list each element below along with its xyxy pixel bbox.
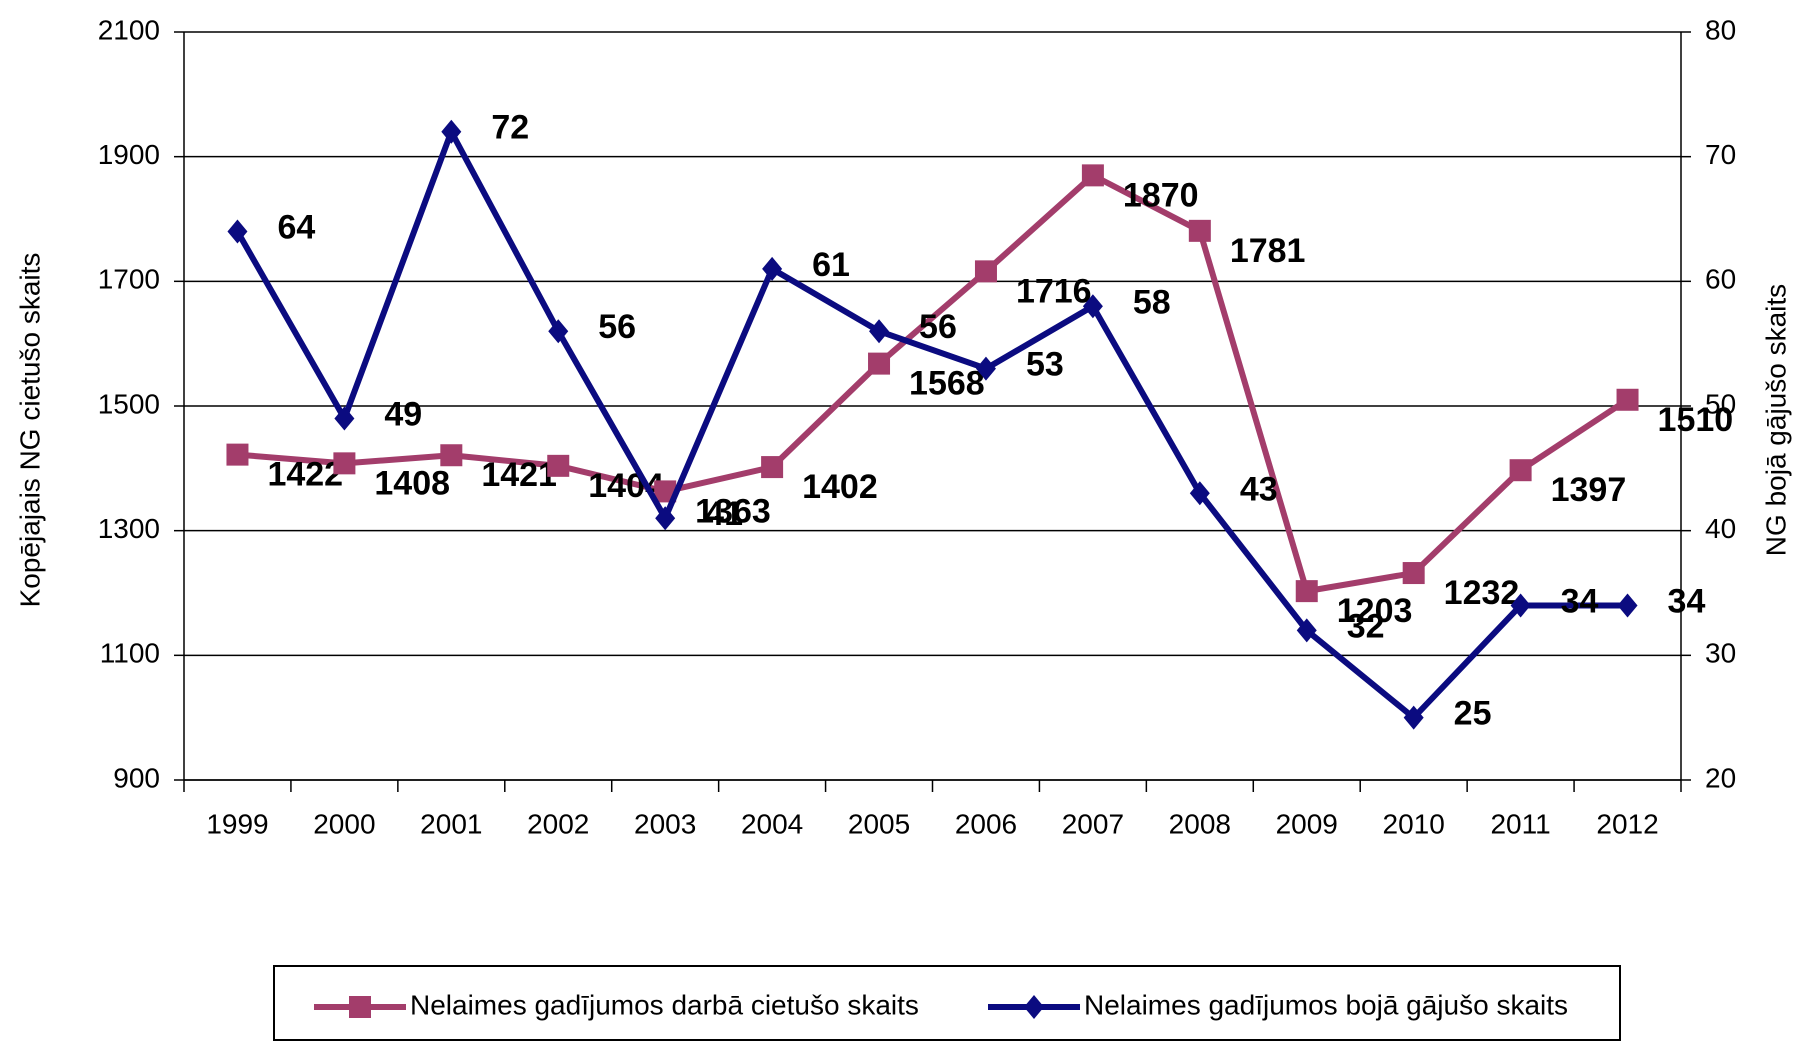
data-point [548, 319, 569, 344]
x-tick-label: 2005 [848, 808, 910, 839]
x-tick-label: 2010 [1383, 808, 1445, 839]
data-label: 1870 [1123, 176, 1199, 214]
x-tick-label: 2000 [313, 808, 375, 839]
data-label: 1422 [267, 456, 343, 494]
y-tick-label: 2100 [98, 14, 160, 45]
data-point [1189, 481, 1210, 506]
data-point [1617, 593, 1638, 618]
data-label: 1408 [374, 464, 450, 502]
data-label: 72 [491, 109, 529, 147]
y2-tick-label: 40 [1705, 513, 1736, 544]
data-point [975, 356, 996, 381]
x-tick-label: 2002 [527, 808, 589, 839]
data-point [762, 256, 783, 281]
data-label: 1716 [1016, 272, 1092, 310]
y2-tick-label: 80 [1705, 14, 1736, 45]
x-tick-label: 2001 [420, 808, 482, 839]
y-tick-label: 1300 [98, 513, 160, 544]
y-axis-label: Kopējajais NG cietušo skaits [14, 253, 45, 608]
data-point [334, 406, 355, 431]
legend-label: Nelaimes gadījumos darbā cietušo skaits [410, 989, 919, 1020]
data-label: 1781 [1230, 232, 1306, 270]
y2-tick-label: 50 [1705, 388, 1736, 419]
y-tick-label: 1700 [98, 264, 160, 295]
legend-marker [1024, 995, 1044, 1019]
data-label: 1402 [802, 468, 878, 506]
x-tick-label: 2008 [1169, 808, 1231, 839]
data-label: 64 [277, 208, 315, 246]
data-label: 1510 [1658, 401, 1734, 439]
data-point [227, 219, 248, 244]
series-line [234, 128, 1628, 721]
data-point [1402, 562, 1425, 585]
legend-marker [349, 996, 371, 1018]
data-point [333, 452, 356, 475]
data-point [1509, 459, 1532, 482]
legend-label: Nelaimes gadījumos bojā gājušo skaits [1084, 989, 1568, 1020]
y2-axis-label: NG bojā gājušo skaits [1760, 284, 1791, 556]
data-point [1403, 705, 1424, 730]
data-label: 1363 [695, 492, 771, 530]
data-label: 32 [1347, 607, 1385, 645]
data-point [869, 319, 890, 344]
x-tick-label: 2007 [1062, 808, 1124, 839]
data-point [1082, 294, 1103, 319]
data-point [655, 506, 676, 531]
data-point [440, 444, 463, 467]
data-point [1616, 388, 1639, 411]
data-point [1081, 164, 1104, 187]
data-point [441, 119, 462, 144]
data-label: 1421 [481, 456, 557, 494]
y-tick-label: 900 [113, 762, 160, 793]
data-point [1188, 219, 1211, 242]
data-point [974, 260, 997, 283]
y-tick-label: 1900 [98, 139, 160, 170]
y2-tick-label: 70 [1705, 139, 1736, 170]
data-point [868, 352, 891, 375]
data-point [1510, 593, 1531, 618]
x-tick-label: 1999 [206, 808, 268, 839]
x-tick-label: 2003 [634, 808, 696, 839]
data-point [1295, 580, 1318, 603]
y-tick-label: 1500 [98, 388, 160, 419]
data-label: 56 [598, 308, 636, 346]
data-label: 1203 [1337, 592, 1413, 630]
data-label: 34 [1561, 582, 1599, 620]
data-label: 61 [812, 246, 850, 284]
data-point [226, 443, 249, 466]
data-label: 49 [384, 395, 422, 433]
data-point [761, 456, 784, 479]
legend-box [273, 965, 1621, 1041]
data-label: 56 [919, 308, 957, 346]
x-tick-label: 2012 [1596, 808, 1658, 839]
y2-tick-label: 20 [1705, 762, 1736, 793]
series-line [237, 172, 1630, 595]
data-label: 43 [1240, 470, 1278, 508]
data-label: 25 [1454, 695, 1492, 733]
data-label: 1397 [1551, 471, 1627, 509]
y2-tick-label: 30 [1705, 638, 1736, 669]
data-label: 1232 [1444, 574, 1520, 612]
y-tick-label: 1100 [100, 638, 160, 669]
x-tick-label: 2011 [1490, 808, 1550, 839]
data-label: 41 [705, 495, 743, 533]
data-label: 53 [1026, 346, 1064, 384]
data-label: 34 [1668, 582, 1706, 620]
x-tick-label: 2004 [741, 808, 803, 839]
data-point [547, 454, 570, 477]
data-point [654, 480, 677, 503]
data-point [1296, 618, 1317, 643]
y2-tick-label: 60 [1705, 264, 1736, 295]
x-tick-label: 2009 [1276, 808, 1338, 839]
x-tick-label: 2006 [955, 808, 1017, 839]
data-label: 58 [1133, 283, 1171, 321]
data-label: 1568 [909, 365, 985, 403]
